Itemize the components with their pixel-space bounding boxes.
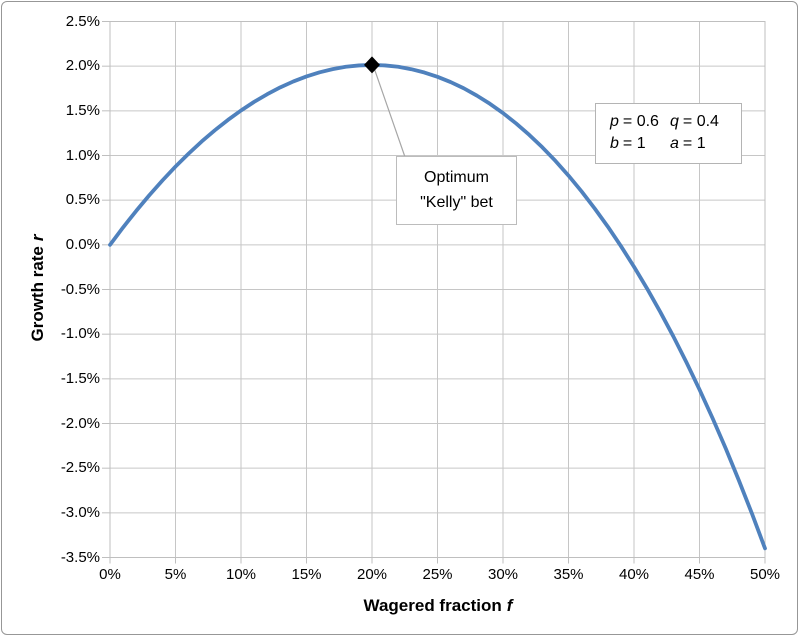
annotation-line1: Optimum [424,169,489,186]
param-p: p = 0.6 [610,111,670,133]
y-tick-label: -0.5% [60,280,100,298]
y-tick-label: -2.5% [60,459,100,477]
x-tick-label: 15% [291,566,322,583]
growth-rate-curve [108,63,767,551]
x-tick-label: 0% [99,566,121,583]
param-q-value: = 0.4 [682,113,719,130]
x-tick-label: 50% [749,566,781,583]
y-axis-title: Growth rate r [28,234,48,341]
x-tick-label: 10% [225,566,257,583]
param-p-symbol: p [610,113,619,130]
kelly-annotation-callout: Optimum "Kelly" bet [396,156,517,225]
y-tick-label: -1.0% [60,325,100,343]
x-tick-label: 30% [487,566,519,583]
param-q: q = 0.4 [670,111,741,133]
y-axis-title-symbol: r [28,234,47,242]
y-tick-label: -2.0% [60,414,100,432]
x-axis-title: Wagered fraction f [364,596,513,616]
optimum-point-marker [364,56,380,74]
x-tick-label: 40% [618,566,650,583]
param-b-symbol: b [610,135,619,152]
y-tick-label: 1.0% [65,146,100,164]
x-tick-label: 35% [553,566,584,583]
param-a: a = 1 [670,133,741,155]
y-tick-label: 0.5% [65,191,100,209]
param-a-value: = 1 [682,135,706,152]
y-tick-label: 0.0% [65,235,100,253]
param-q-symbol: q [670,113,679,130]
y-tick-label: 2.0% [65,57,100,75]
y-tick-label: -3.0% [60,503,100,521]
annotation-line2: "Kelly" bet [420,194,493,211]
x-axis-title-symbol: f [506,596,513,615]
x-tick-label: 25% [422,566,453,583]
y-tick-label: 2.5% [65,12,100,30]
x-tick-label: 5% [164,566,187,583]
param-p-value: = 0.6 [622,113,659,130]
y-tick-label: -3.5% [60,548,100,566]
y-tick-label: 1.5% [65,101,100,119]
param-b: b = 1 [610,133,670,155]
y-tick-label: -1.5% [60,369,100,387]
x-axis-title-text: Wagered fraction [363,596,502,615]
param-b-value: = 1 [622,135,646,152]
annotation-leader-line [372,64,406,158]
x-tick-label: 20% [356,566,388,583]
y-axis-title-text: Growth rate [28,246,47,342]
parameter-box: p = 0.6 q = 0.4 b = 1 a = 1 [595,103,742,164]
x-tick-label: 45% [684,566,715,583]
param-a-symbol: a [670,135,679,152]
